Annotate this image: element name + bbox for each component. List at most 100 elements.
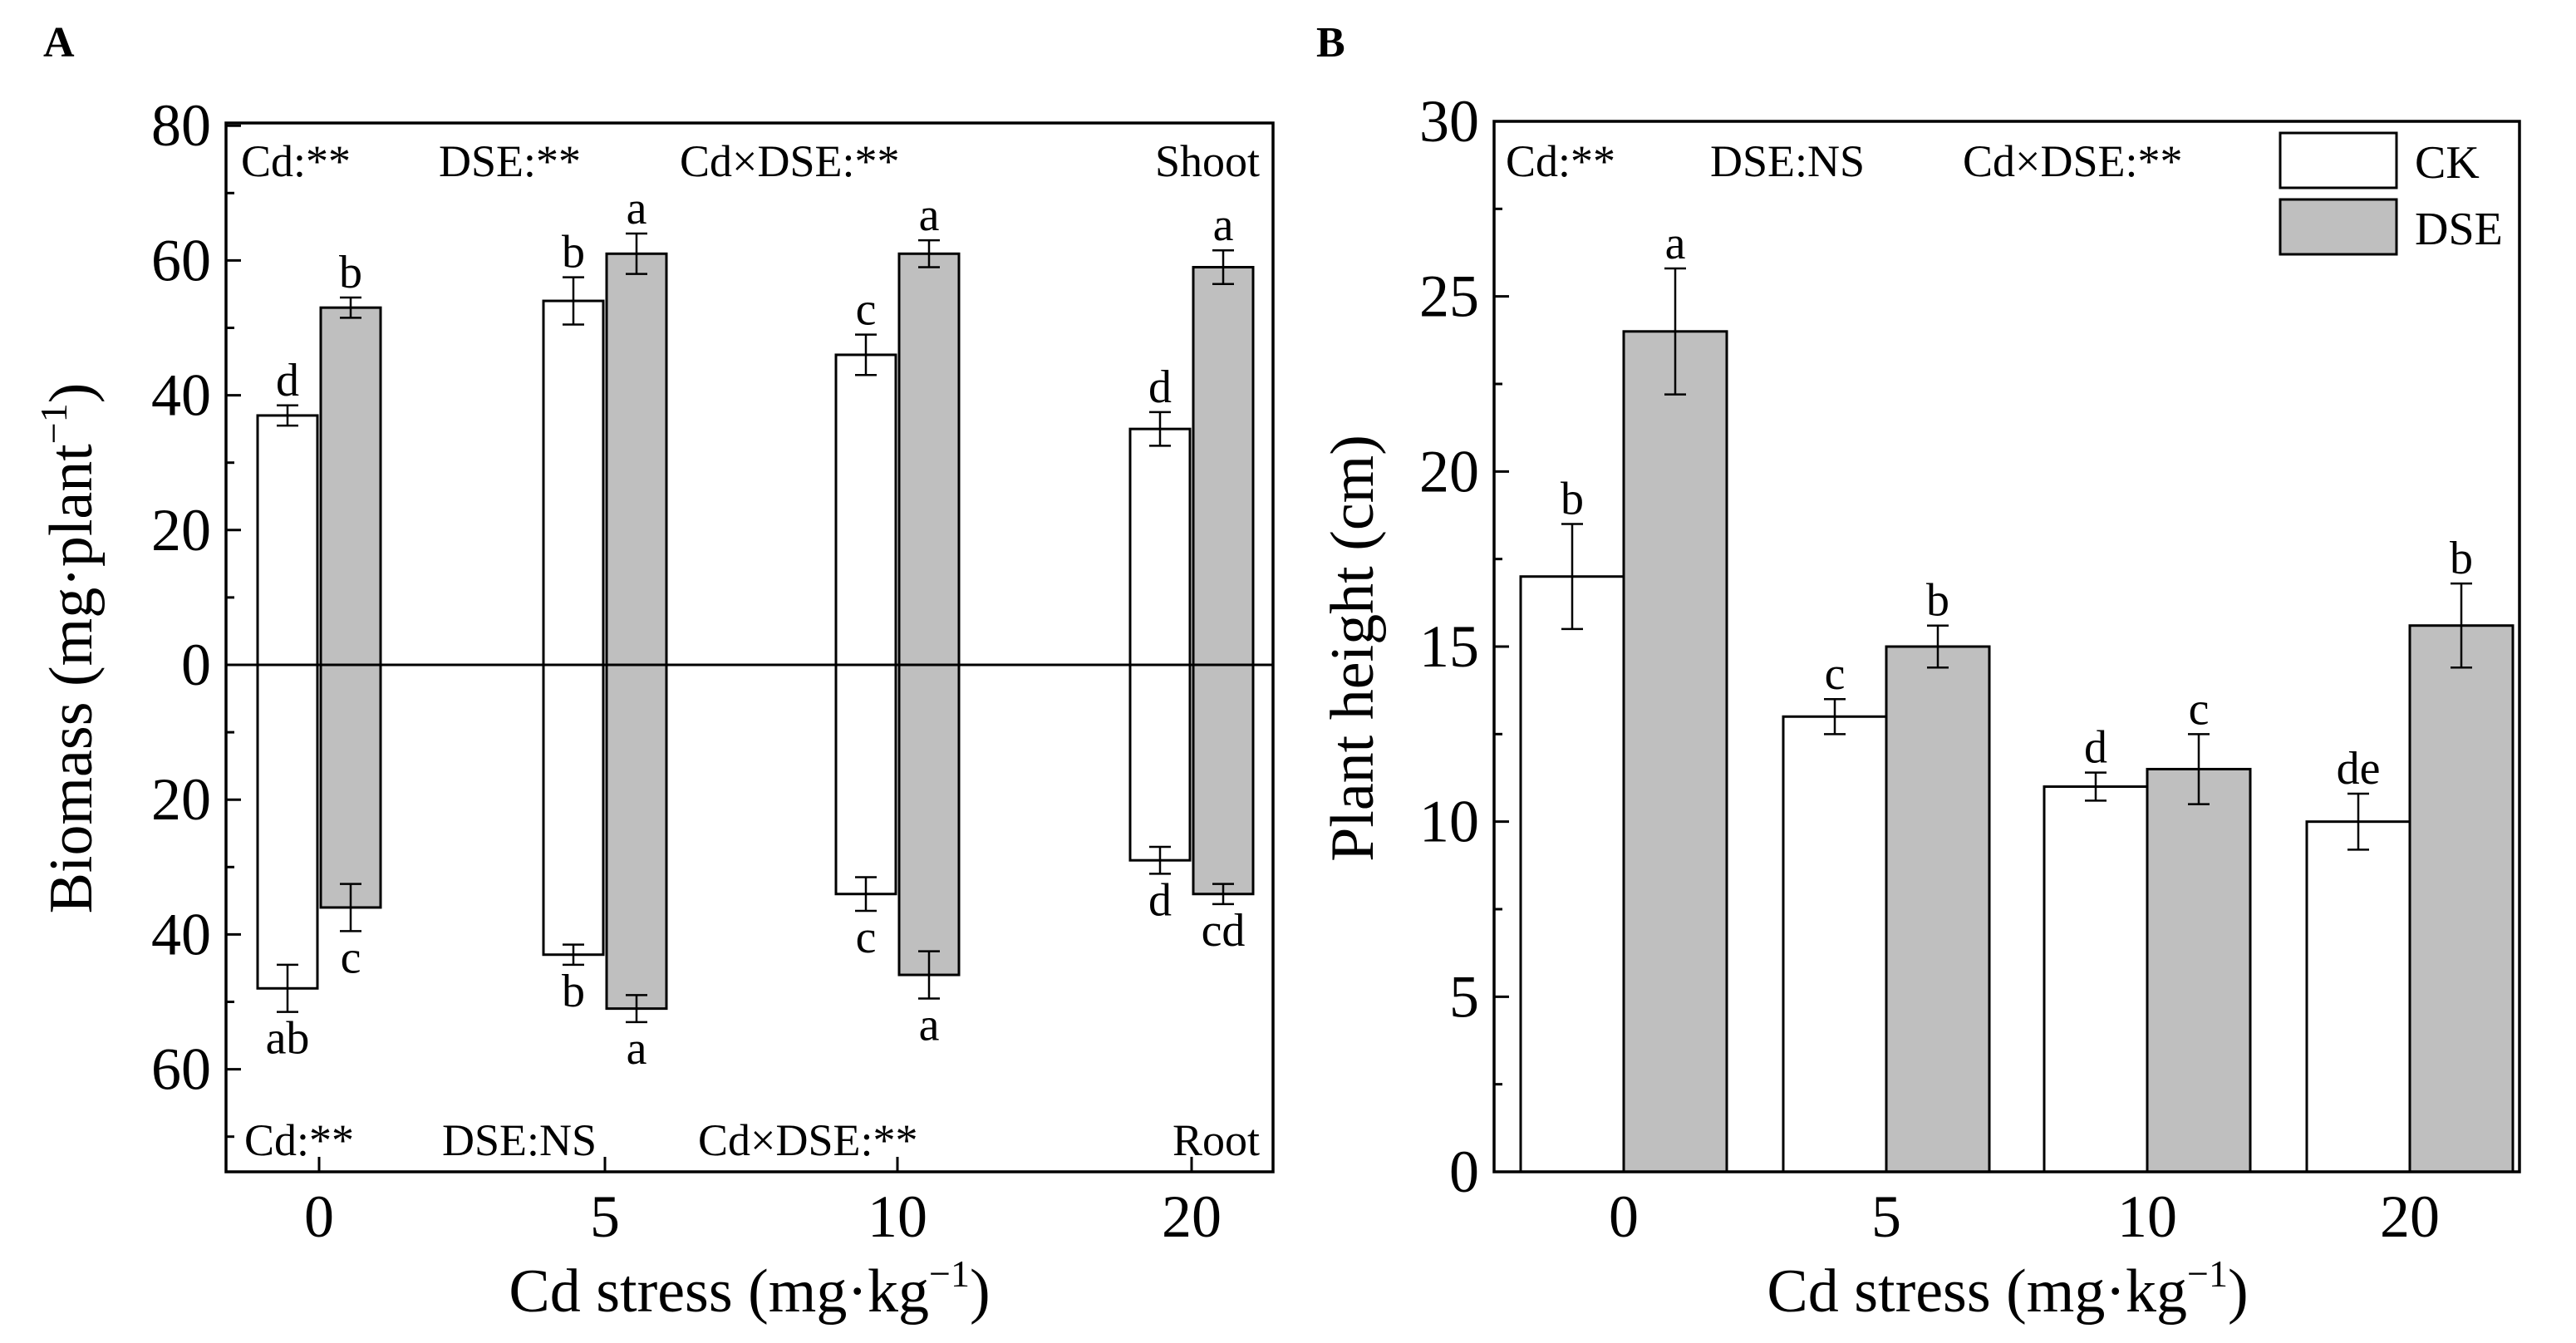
panel-a-ytick-label: 60 <box>151 1036 211 1103</box>
sig-letter-height-dse-0: a <box>1665 218 1686 269</box>
bar-height-dse-10 <box>2146 767 2252 1173</box>
legend-swatch-dse <box>2279 198 2398 256</box>
panel-a-plot-frame <box>224 121 1275 1173</box>
bar-root-dse-5 <box>605 663 668 1011</box>
bar-root-dse-0 <box>319 663 382 909</box>
bar-shoot-dse-0 <box>319 306 382 667</box>
panel-b-bars: b c d de a b c b <box>1519 218 2515 1173</box>
bar-root-dse-20 <box>1192 663 1255 896</box>
stat-cd-shoot: Cd:** <box>241 136 351 186</box>
bar-root-ck-20 <box>1128 663 1192 862</box>
bar-height-dse-20 <box>2408 624 2515 1173</box>
errorbar-height-ck-20 <box>2347 792 2369 851</box>
errorbar-shoot-ck-10 <box>855 333 877 376</box>
sig-letter-root-dse-20: cd <box>1202 905 1246 957</box>
errorbar-height-dse-5 <box>1927 624 1949 669</box>
panel-a-ytick-label: 20 <box>151 766 211 833</box>
bar-root-ck-10 <box>834 663 897 896</box>
bar-height-ck-5 <box>1782 715 1888 1173</box>
panel-a-xtick-label: 5 <box>590 1183 620 1250</box>
bar-shoot-ck-0 <box>256 414 319 667</box>
panel-b-xtick-label: 0 <box>1609 1183 1639 1250</box>
panel-a-ytick-label: 80 <box>151 92 211 159</box>
legend-swatch-ck <box>2279 131 2398 189</box>
stat-dse-height: DSE:NS <box>1710 136 1865 186</box>
panel-a-label: A <box>43 19 75 66</box>
panel-b: B b c d de a b c b 0 5 10 15 20 25 30 0 5 10 20 Cd:** DSE… <box>1316 19 2521 1326</box>
errorbar-shoot-dse-20 <box>1212 248 1234 286</box>
panel-b-ytick-label: 20 <box>1419 438 1479 504</box>
panel-a-ylabel-close: ) <box>37 383 106 404</box>
panel-b-ytick-label: 15 <box>1419 613 1479 680</box>
bar-root-dse-10 <box>897 663 961 977</box>
sig-letter-height-dse-10: c <box>2189 683 2210 735</box>
bar-height-ck-10 <box>2043 785 2149 1173</box>
bar-shoot-ck-20 <box>1128 427 1192 667</box>
bar-root-ck-0 <box>256 663 319 990</box>
legend: CK DSE <box>2279 131 2503 256</box>
panel-b-ytick-label: 10 <box>1419 789 1479 855</box>
bar-shoot-dse-10 <box>897 252 961 667</box>
panel-a-ytick-label: 40 <box>151 901 211 967</box>
panel-b-stats-top: Cd:** DSE:NS Cd×DSE:** <box>1506 136 2183 186</box>
errorbar-shoot-dse-5 <box>626 232 647 275</box>
stat-dse-root: DSE:NS <box>442 1115 597 1165</box>
sig-letter-height-ck-20: de <box>2337 743 2381 794</box>
panel-a-xlabel-sup: −1 <box>929 1252 970 1295</box>
panel-b-ytick-label: 30 <box>1419 88 1479 155</box>
panel-a-ylabel-main: Biomass (mg·plant <box>37 444 106 914</box>
sig-letter-shoot-ck-10: c <box>856 284 877 336</box>
sig-letter-height-ck-10: d <box>2084 722 2107 774</box>
errorbar-shoot-ck-20 <box>1149 411 1171 447</box>
sig-letter-root-ck-20: d <box>1148 874 1172 926</box>
panel-a-xtick-label: 0 <box>304 1183 334 1250</box>
sig-letter-shoot-ck-0: d <box>276 355 299 406</box>
bar-shoot-ck-10 <box>834 353 897 667</box>
panel-b-xlabel-sup: −1 <box>2187 1252 2228 1295</box>
sig-letter-height-ck-5: c <box>1825 648 1846 700</box>
errorbar-root-dse-20 <box>1212 883 1234 906</box>
panel-b-label: B <box>1316 19 1345 66</box>
panel-b-ytick-label: 5 <box>1449 963 1479 1030</box>
sig-letter-shoot-dse-20: a <box>1213 199 1234 251</box>
sig-letter-root-dse-0: c <box>341 932 361 983</box>
panel-a-ytick-label: 40 <box>151 362 211 429</box>
panel-b-xlabel-close: ) <box>2228 1257 2249 1326</box>
sig-letter-shoot-ck-20: d <box>1148 362 1172 413</box>
stat-cd-height: Cd:** <box>1506 136 1615 186</box>
errorbar-root-dse-5 <box>626 994 647 1024</box>
stat-cdxdse-height: Cd×DSE:** <box>1963 136 2183 186</box>
panel-a-stats-top: Cd:** DSE:** Cd×DSE:** Shoot <box>241 136 1260 186</box>
stat-root-label: Root <box>1172 1115 1260 1165</box>
errorbar-height-ck-10 <box>2085 771 2107 802</box>
errorbar-height-dse-0 <box>1664 267 1686 396</box>
errorbar-height-dse-10 <box>2188 733 2210 805</box>
errorbar-shoot-ck-5 <box>563 276 584 326</box>
errorbar-root-dse-10 <box>918 950 940 1000</box>
errorbar-shoot-dse-10 <box>918 239 940 268</box>
bar-height-ck-0 <box>1519 575 1625 1173</box>
errorbar-shoot-ck-0 <box>277 404 298 427</box>
stat-dse-shoot: DSE:** <box>439 136 581 186</box>
legend-label-ck: CK <box>2415 137 2480 189</box>
errorbar-root-ck-20 <box>1149 845 1171 875</box>
errorbar-root-dse-0 <box>340 883 361 932</box>
sig-letter-shoot-dse-0: b <box>339 247 362 298</box>
errorbar-height-dse-20 <box>2451 582 2472 669</box>
bar-root-ck-5 <box>542 663 605 957</box>
panel-b-xtick-label: 20 <box>2380 1183 2440 1250</box>
sig-letter-root-dse-10: a <box>919 999 940 1050</box>
errorbar-height-ck-0 <box>1561 523 1583 631</box>
sig-letter-height-dse-20: b <box>2450 533 2473 584</box>
panel-b-xtick-label: 5 <box>1871 1183 1901 1250</box>
stat-shoot-label: Shoot <box>1155 136 1260 186</box>
sig-letter-height-dse-5: b <box>1926 575 1949 627</box>
sig-letter-shoot-dse-10: a <box>919 189 940 241</box>
panel-b-ytick-label: 0 <box>1449 1139 1479 1205</box>
panel-a-axes: 80 60 40 20 0 20 40 60 0 5 10 20 <box>151 92 1222 1250</box>
bar-shoot-ck-5 <box>542 299 605 667</box>
panel-a-xtick-label: 10 <box>868 1183 927 1250</box>
errorbar-root-ck-5 <box>563 943 584 967</box>
sig-letter-shoot-dse-5: a <box>627 183 647 234</box>
